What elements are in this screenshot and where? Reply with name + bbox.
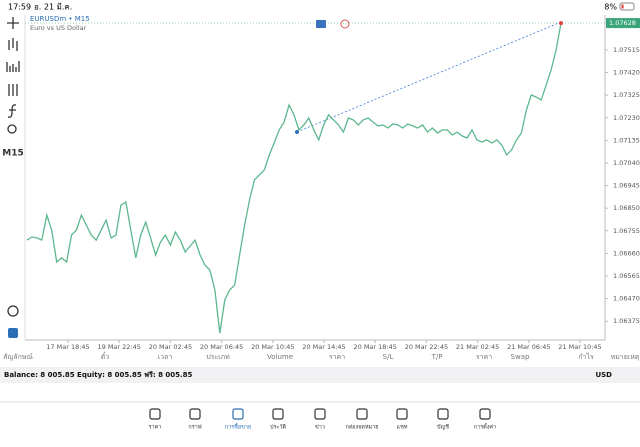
balance-currency: USD	[595, 371, 612, 379]
oneclick-icon[interactable]	[8, 328, 18, 338]
column-header[interactable]: T/P	[431, 353, 443, 361]
y-tick-label: 1.07325	[613, 91, 640, 99]
column-header[interactable]: หมายเหตุ	[611, 353, 640, 361]
table-header	[0, 350, 640, 364]
column-header[interactable]: S/L	[383, 353, 394, 361]
y-tick-label: 1.06375	[613, 317, 640, 325]
tab-label[interactable]: ข่าว	[315, 425, 325, 431]
tab-icon[interactable]	[314, 408, 326, 420]
column-header[interactable]: กำไร	[578, 352, 594, 361]
column-header[interactable]: Volume	[267, 353, 293, 361]
x-tick-label: 20 Mar 06:45	[200, 343, 243, 351]
balance-row	[0, 367, 640, 383]
tab-icon[interactable]	[437, 408, 449, 420]
tab-icon[interactable]	[272, 408, 284, 420]
y-tick-label: 1.06850	[613, 204, 640, 212]
y-tick-label: 1.06945	[613, 182, 640, 190]
indicators-icon[interactable]	[6, 61, 20, 72]
y-tick-label: 1.07230	[613, 114, 640, 122]
left-toolbar: M15	[2, 17, 24, 338]
settings-icon[interactable]	[8, 84, 18, 96]
y-tick-label: 1.07420	[613, 69, 640, 77]
price-line	[26, 22, 562, 334]
tab-icon[interactable]	[356, 408, 368, 420]
column-header[interactable]: เวลา	[158, 353, 173, 361]
tab-icon[interactable]	[396, 408, 408, 420]
x-tick-label: 20 Mar 22:45	[405, 343, 448, 351]
x-tick-label: 20 Mar 14:45	[302, 343, 345, 351]
chart-symbol: EURUSDm • M15	[30, 15, 90, 23]
current-price-tag	[606, 18, 640, 29]
tab-icon[interactable]	[149, 408, 161, 420]
column-header[interactable]: Swap	[511, 353, 530, 361]
tab-label[interactable]: ราคา	[149, 425, 162, 431]
x-tick-label: 21 Mar 06:45	[507, 343, 550, 351]
tab-label[interactable]: กราฟ	[188, 424, 201, 431]
tab-label[interactable]: บัญชี	[437, 424, 449, 431]
trade-toggle[interactable]	[340, 19, 350, 29]
y-tick-label: 1.07040	[613, 159, 640, 167]
trend-start[interactable]	[295, 130, 299, 134]
column-header[interactable]: ราคา	[329, 353, 345, 361]
battery-level	[621, 4, 624, 9]
y-tick-label: 1.06755	[613, 227, 640, 235]
tab-label[interactable]: กล่องจดหมาย	[345, 425, 378, 431]
tab-icon[interactable]	[479, 408, 491, 420]
trade-icon[interactable]	[7, 305, 19, 317]
x-tick-label: 20 Mar 10:45	[251, 343, 294, 351]
status-date: อ. 21 มี.ค.	[34, 3, 72, 12]
tab-label[interactable]: การตั้งค่า	[474, 423, 496, 431]
x-tick-label: 20 Mar 18:45	[353, 343, 396, 351]
battery-text: 8%	[604, 3, 617, 12]
y-tick-label: 1.06660	[613, 249, 640, 257]
trend-end[interactable]	[559, 21, 563, 26]
balance-text: Balance: 8 005.85 Equity: 8 005.85 ฟรี: …	[4, 371, 193, 379]
x-tick-label: 21 Mar 02:45	[456, 343, 499, 351]
objects-icon[interactable]	[7, 124, 17, 134]
function-icon[interactable]	[7, 104, 17, 118]
current-price-label: 1.07628	[609, 19, 636, 27]
column-header[interactable]: ตั๋ว	[101, 352, 110, 361]
y-tick-label: 1.06470	[613, 295, 640, 303]
timeframe[interactable]: M15	[2, 149, 23, 159]
x-tick-label: 20 Mar 02:45	[149, 343, 192, 351]
battery-icon	[619, 2, 635, 11]
chart-description: Euro vs US Dollar	[30, 24, 87, 32]
trade-button[interactable]	[316, 20, 326, 28]
status-time: 17:59	[8, 3, 31, 12]
y-tick-label: 1.07515	[613, 46, 640, 54]
x-tick-label: 19 Mar 22:45	[97, 343, 140, 351]
x-tick-label: 17 Mar 18:45	[46, 343, 89, 351]
column-header[interactable]: ราคา	[476, 353, 492, 361]
column-header[interactable]: สัญลักษณ์	[3, 353, 33, 361]
tab-icon[interactable]	[232, 408, 244, 420]
tab-icon[interactable]	[189, 408, 201, 420]
column-header[interactable]: ประเภท	[206, 353, 230, 361]
tab-label[interactable]: ประวัติ	[270, 424, 286, 431]
crosshair-icon[interactable]	[7, 17, 19, 29]
tab-label[interactable]: แชท	[397, 424, 408, 431]
y-tick-label: 1.07135	[613, 136, 640, 144]
chart-type-icon[interactable]	[8, 38, 18, 51]
x-tick-label: 21 Mar 10:45	[558, 343, 601, 351]
y-tick-label: 1.06565	[613, 272, 640, 280]
tab-label[interactable]: การซื้อขาย	[225, 423, 251, 431]
